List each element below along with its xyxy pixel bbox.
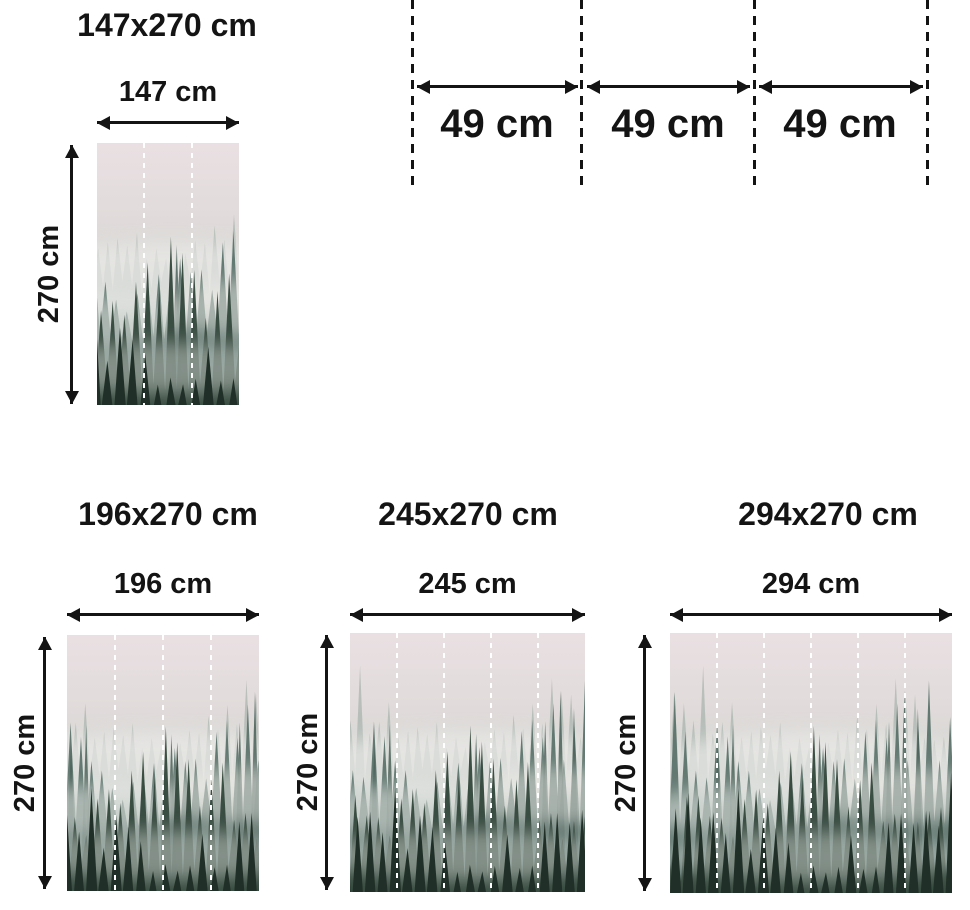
panel-cut-line bbox=[490, 633, 492, 892]
panel-cut-line bbox=[716, 633, 718, 893]
height-dimension-label: 270 cm bbox=[292, 712, 324, 812]
height-arrow bbox=[637, 635, 652, 891]
panel-cut-line bbox=[443, 633, 445, 892]
width-arrow bbox=[350, 607, 585, 622]
panel-cut-line bbox=[114, 635, 116, 891]
panel-cut-line bbox=[857, 633, 859, 893]
width-arrow bbox=[97, 115, 239, 130]
panel-width-arrow bbox=[417, 79, 578, 94]
width-dimension-label: 245 cm bbox=[418, 568, 517, 600]
panel-cut-line bbox=[537, 633, 539, 892]
panel-cut-lines bbox=[67, 635, 259, 891]
mural-preview-196 bbox=[67, 635, 259, 891]
mural-preview-294 bbox=[670, 633, 952, 893]
panel-cut-line bbox=[162, 635, 164, 891]
panel-cut-lines bbox=[97, 143, 239, 405]
panel-divider-line bbox=[580, 0, 583, 190]
panel-cut-line bbox=[190, 143, 193, 405]
panel-cut-line bbox=[903, 633, 906, 893]
height-arrow bbox=[37, 637, 52, 889]
panel-width-arrow bbox=[587, 79, 750, 94]
panel-divider-line bbox=[411, 0, 414, 190]
panel-width-label: 49 cm bbox=[440, 102, 554, 146]
panel-cut-lines bbox=[670, 633, 952, 893]
panel-cut-lines bbox=[350, 633, 585, 892]
width-dimension-label: 147 cm bbox=[118, 76, 218, 108]
panel-divider-line bbox=[753, 0, 756, 190]
size-title: 294x270 cm bbox=[738, 496, 918, 532]
mural-preview-147 bbox=[97, 143, 239, 405]
panel-divider-line bbox=[926, 0, 929, 190]
panel-cut-line bbox=[762, 633, 765, 893]
height-dimension-label: 270 cm bbox=[33, 224, 65, 324]
height-arrow bbox=[64, 145, 79, 404]
height-arrow bbox=[319, 635, 334, 890]
size-title: 196x270 cm bbox=[78, 496, 258, 532]
width-arrow bbox=[67, 607, 259, 622]
panel-width-label: 49 cm bbox=[611, 102, 725, 146]
size-title: 147x270 cm bbox=[77, 7, 257, 43]
panel-cut-line bbox=[396, 633, 398, 892]
width-dimension-label: 196 cm bbox=[113, 568, 213, 600]
width-arrow bbox=[670, 607, 952, 622]
width-dimension-label: 294 cm bbox=[761, 568, 861, 600]
height-dimension-label: 270 cm bbox=[9, 713, 41, 813]
panel-width-label: 49 cm bbox=[783, 102, 897, 146]
panel-width-arrow bbox=[759, 79, 923, 94]
panel-cut-line bbox=[210, 635, 212, 891]
panel-cut-line bbox=[143, 143, 146, 405]
size-title: 245x270 cm bbox=[378, 496, 558, 532]
height-dimension-label: 270 cm bbox=[610, 713, 642, 813]
panel-cut-line bbox=[810, 633, 812, 893]
mural-preview-245 bbox=[350, 633, 585, 892]
